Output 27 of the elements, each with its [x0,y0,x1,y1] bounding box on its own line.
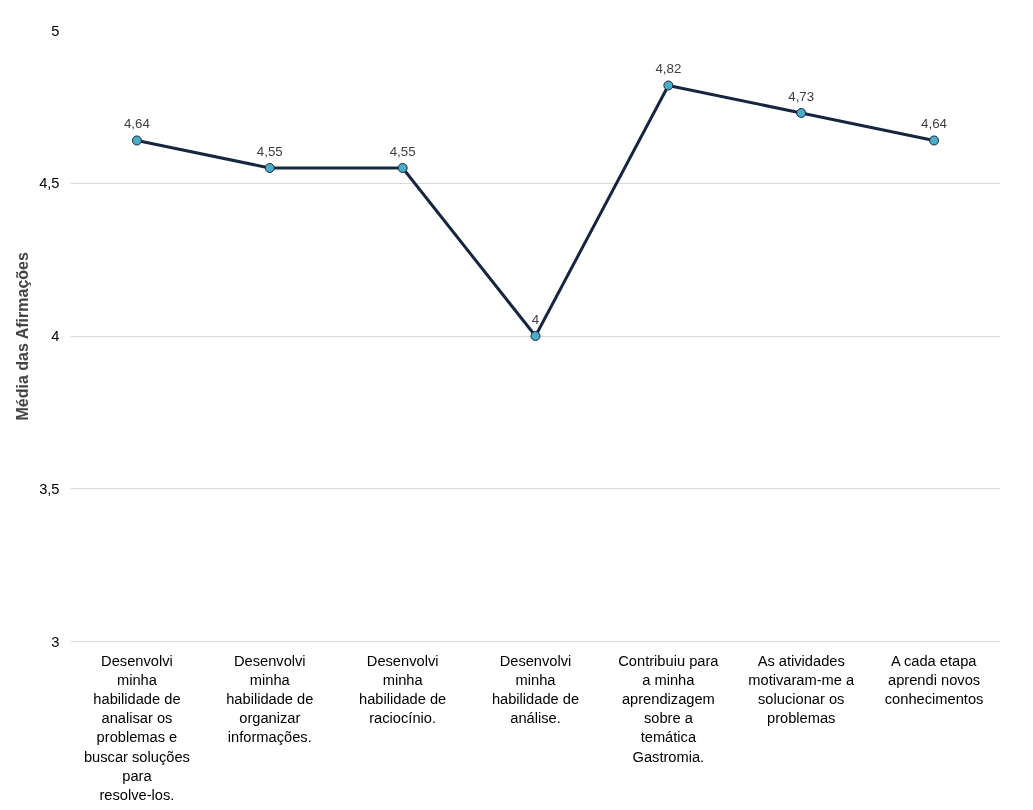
y-axis-title: Média das Afirmações [14,252,32,421]
point [264,162,275,173]
text: 4,64 [921,116,948,132]
text: 4,82 [655,61,682,77]
y-tick-label: 3 [51,633,60,650]
x-tick-label: Desenvolvi minha habilidade de raciocínio. [359,652,447,727]
point [131,135,142,146]
y-tick-label: 4,5 [39,175,60,192]
point [397,162,408,173]
text: 4,55 [256,143,283,159]
point [663,80,674,91]
y-tick-label: 3,5 [39,480,60,497]
y-tick-label: 5 [51,22,60,39]
point [530,331,541,341]
x-tick-label: Desenvolvi minha habilidade de organizar informações. [226,652,314,746]
text: 4,73 [788,88,815,104]
text: 4 [531,312,540,327]
y-tick-label: 4 [51,328,60,344]
x-tick-label: Contribuiu para a minha aprendizagem sobre a temática Gastromia. [618,652,720,765]
x-tick-label: As atividades motivaram-me a solucionar os problemas [748,652,855,727]
point [929,135,940,146]
x-tick-label: A cada etapa aprendi novos conhecimentos [884,652,984,707]
point [796,107,807,118]
text: 4,64 [123,116,150,132]
x-tick-label: Desenvolvi minha habilidade de analisar os problemas e buscar soluções para resolve-los. [83,652,190,803]
text: 4,55 [389,143,416,159]
x-tick-label: Desenvolvi minha habilidade de análise. [491,652,580,727]
